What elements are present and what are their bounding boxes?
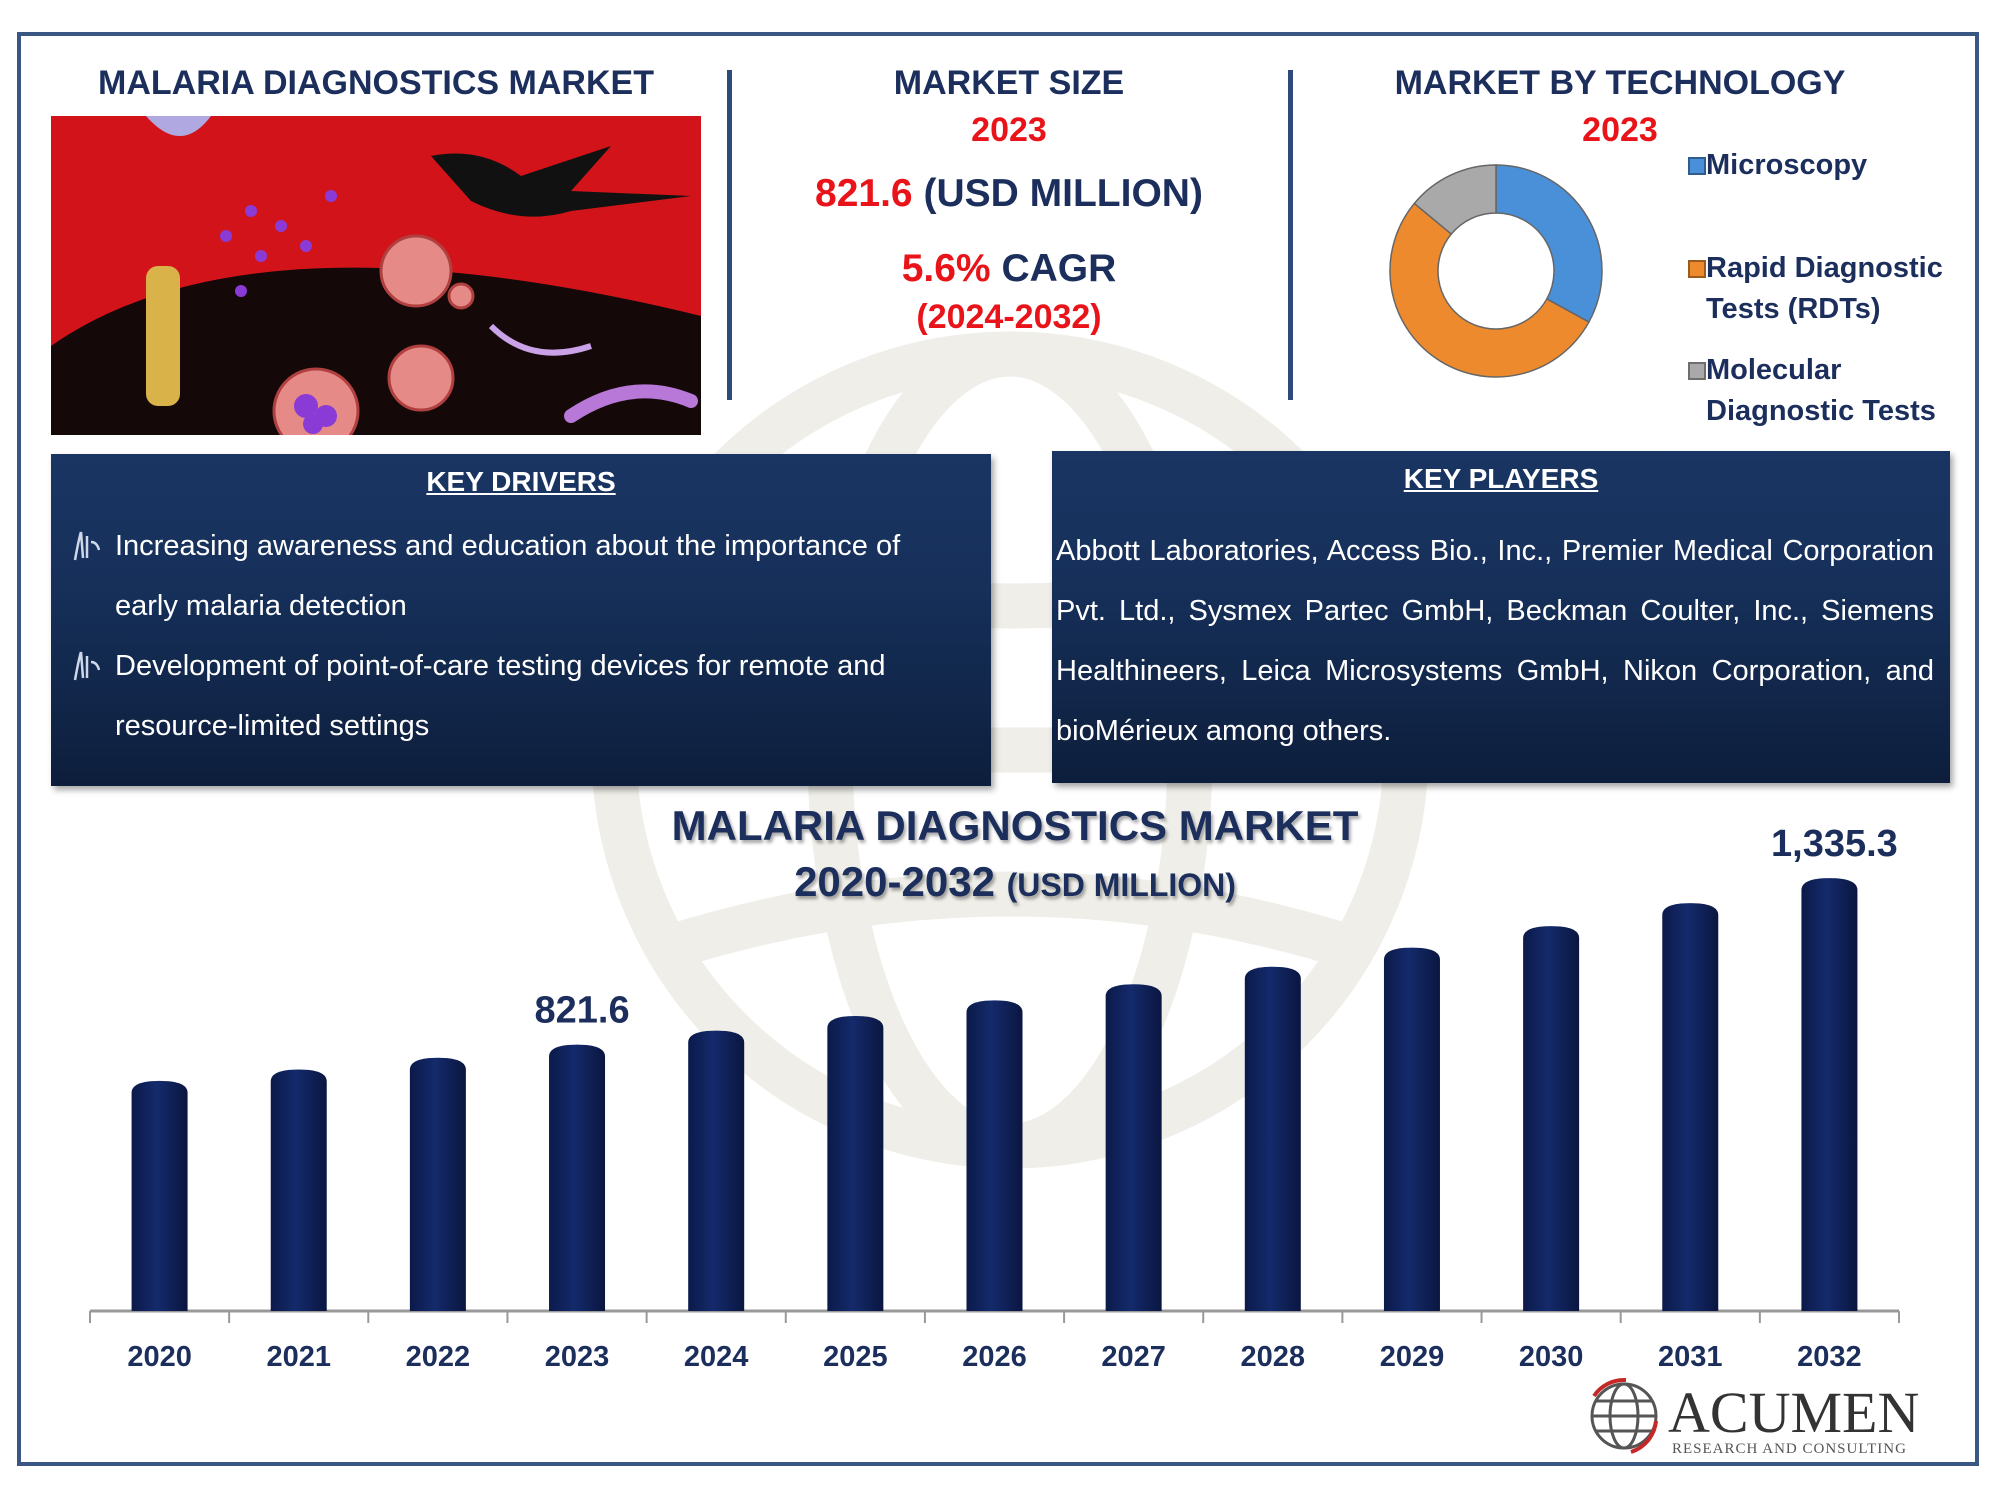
key-drivers-title: KEY DRIVERS	[426, 466, 616, 497]
key-players-text: Abbott Laboratories, Access Bio., Inc., …	[1056, 535, 1934, 747]
legend-swatch-microscopy	[1688, 157, 1706, 175]
legend-swatch-molecular	[1688, 362, 1706, 380]
driver-text: Increasing awareness and education about…	[115, 530, 901, 622]
technology-title: MARKET BY TECHNOLOGY	[1394, 64, 1846, 102]
x-tick-label: 2032	[1797, 1341, 1862, 1373]
x-tick-label: 2024	[684, 1341, 749, 1373]
x-tick-label: 2026	[962, 1341, 1027, 1373]
cagr-label: CAGR	[1001, 247, 1117, 290]
legend-swatch-rdt	[1688, 260, 1706, 278]
market-size-title: MARKET SIZE	[893, 64, 1125, 102]
key-players-title: KEY PLAYERS	[1403, 463, 1599, 494]
key-drivers-panel: KEY DRIVERS Increasing awareness and edu…	[51, 454, 991, 786]
bar-2026	[966, 1000, 1023, 1311]
x-tick-label: 2028	[1241, 1341, 1306, 1373]
divider-2	[1288, 70, 1293, 400]
left-title: MALARIA DIAGNOSTICS MARKET	[98, 64, 654, 102]
market-size-unit: (USD MILLION)	[923, 172, 1203, 215]
cagr-value: 5.6%	[901, 247, 991, 290]
bar-2024	[688, 1030, 745, 1311]
driver-text: Development of point-of-care testing dev…	[115, 650, 886, 742]
market-size-year: 2023	[971, 111, 1047, 149]
legend-label-line2: Tests (RDTs)	[1706, 293, 1881, 325]
x-tick-label: 2023	[545, 1341, 610, 1373]
bar-2031	[1662, 903, 1719, 1311]
driver-item: Increasing awareness and education about…	[71, 516, 971, 636]
x-tick-label: 2025	[823, 1341, 888, 1373]
bar-2028	[1244, 966, 1301, 1311]
technology-year: 2023	[1582, 111, 1658, 149]
legend-label: Microscopy	[1706, 149, 1868, 181]
legend-label: Rapid Diagnostic	[1706, 252, 1943, 284]
drivers-bullet-icon	[73, 651, 101, 681]
bar-2022	[409, 1057, 466, 1311]
bar-2021	[270, 1069, 327, 1311]
donut-segment	[1495, 164, 1603, 324]
key-players-panel: KEY PLAYERS Abbott Laboratories, Access …	[1052, 451, 1950, 783]
technology-donut-chart	[1389, 164, 1603, 378]
x-tick-label: 2029	[1380, 1341, 1445, 1373]
divider-1	[727, 70, 732, 400]
bar-2027	[1105, 984, 1162, 1311]
x-tick-label: 2021	[266, 1341, 331, 1373]
drivers-bullet-icon	[73, 531, 101, 561]
x-tick-label: 2027	[1101, 1341, 1166, 1373]
x-tick-label: 2022	[406, 1341, 471, 1373]
x-tick-label: 2031	[1658, 1341, 1723, 1373]
chart-subtitle: 2020-2032 (USD MILLION)	[0, 858, 2000, 906]
malaria-illustration-image	[51, 116, 701, 435]
x-tick-label: 2020	[127, 1341, 192, 1373]
bar-2023	[549, 1044, 606, 1311]
legend-label-line2: Diagnostic Tests	[1706, 395, 1936, 427]
svg-text:RESEARCH AND CONSULTING: RESEARCH AND CONSULTING	[1672, 1441, 1907, 1457]
cagr-line: 5.6% CAGR	[759, 247, 1259, 291]
chart-subtitle-years: 2020-2032	[794, 858, 995, 905]
data-label-2023: 821.6	[534, 990, 629, 1032]
market-size-value-line: 821.6 (USD MILLION)	[759, 172, 1259, 216]
market-size-value: 821.6	[815, 172, 913, 215]
bar-2029	[1383, 947, 1440, 1311]
bar-2025	[827, 1015, 884, 1311]
bar-2020	[131, 1080, 188, 1311]
driver-item: Development of point-of-care testing dev…	[71, 636, 971, 756]
chart-subtitle-unit: (USD MILLION)	[1006, 867, 1236, 903]
acumen-logo: ACUMEN RESEARCH AND CONSULTING	[1590, 1377, 1919, 1457]
data-label-2032: 1,335.3	[1771, 823, 1898, 865]
chart-title: MALARIA DIAGNOSTICS MARKET	[671, 802, 1359, 849]
legend-label: Molecular	[1706, 354, 1842, 386]
svg-text:ACUMEN: ACUMEN	[1668, 1380, 1919, 1445]
donut-segment	[1413, 164, 1497, 236]
donut-segment	[1389, 202, 1590, 378]
infographic-frame	[17, 32, 1979, 1466]
cagr-period: (2024-2032)	[916, 298, 1102, 336]
bar-2032	[1801, 878, 1858, 1311]
x-tick-label: 2030	[1519, 1341, 1584, 1373]
bar-2030	[1523, 926, 1580, 1311]
